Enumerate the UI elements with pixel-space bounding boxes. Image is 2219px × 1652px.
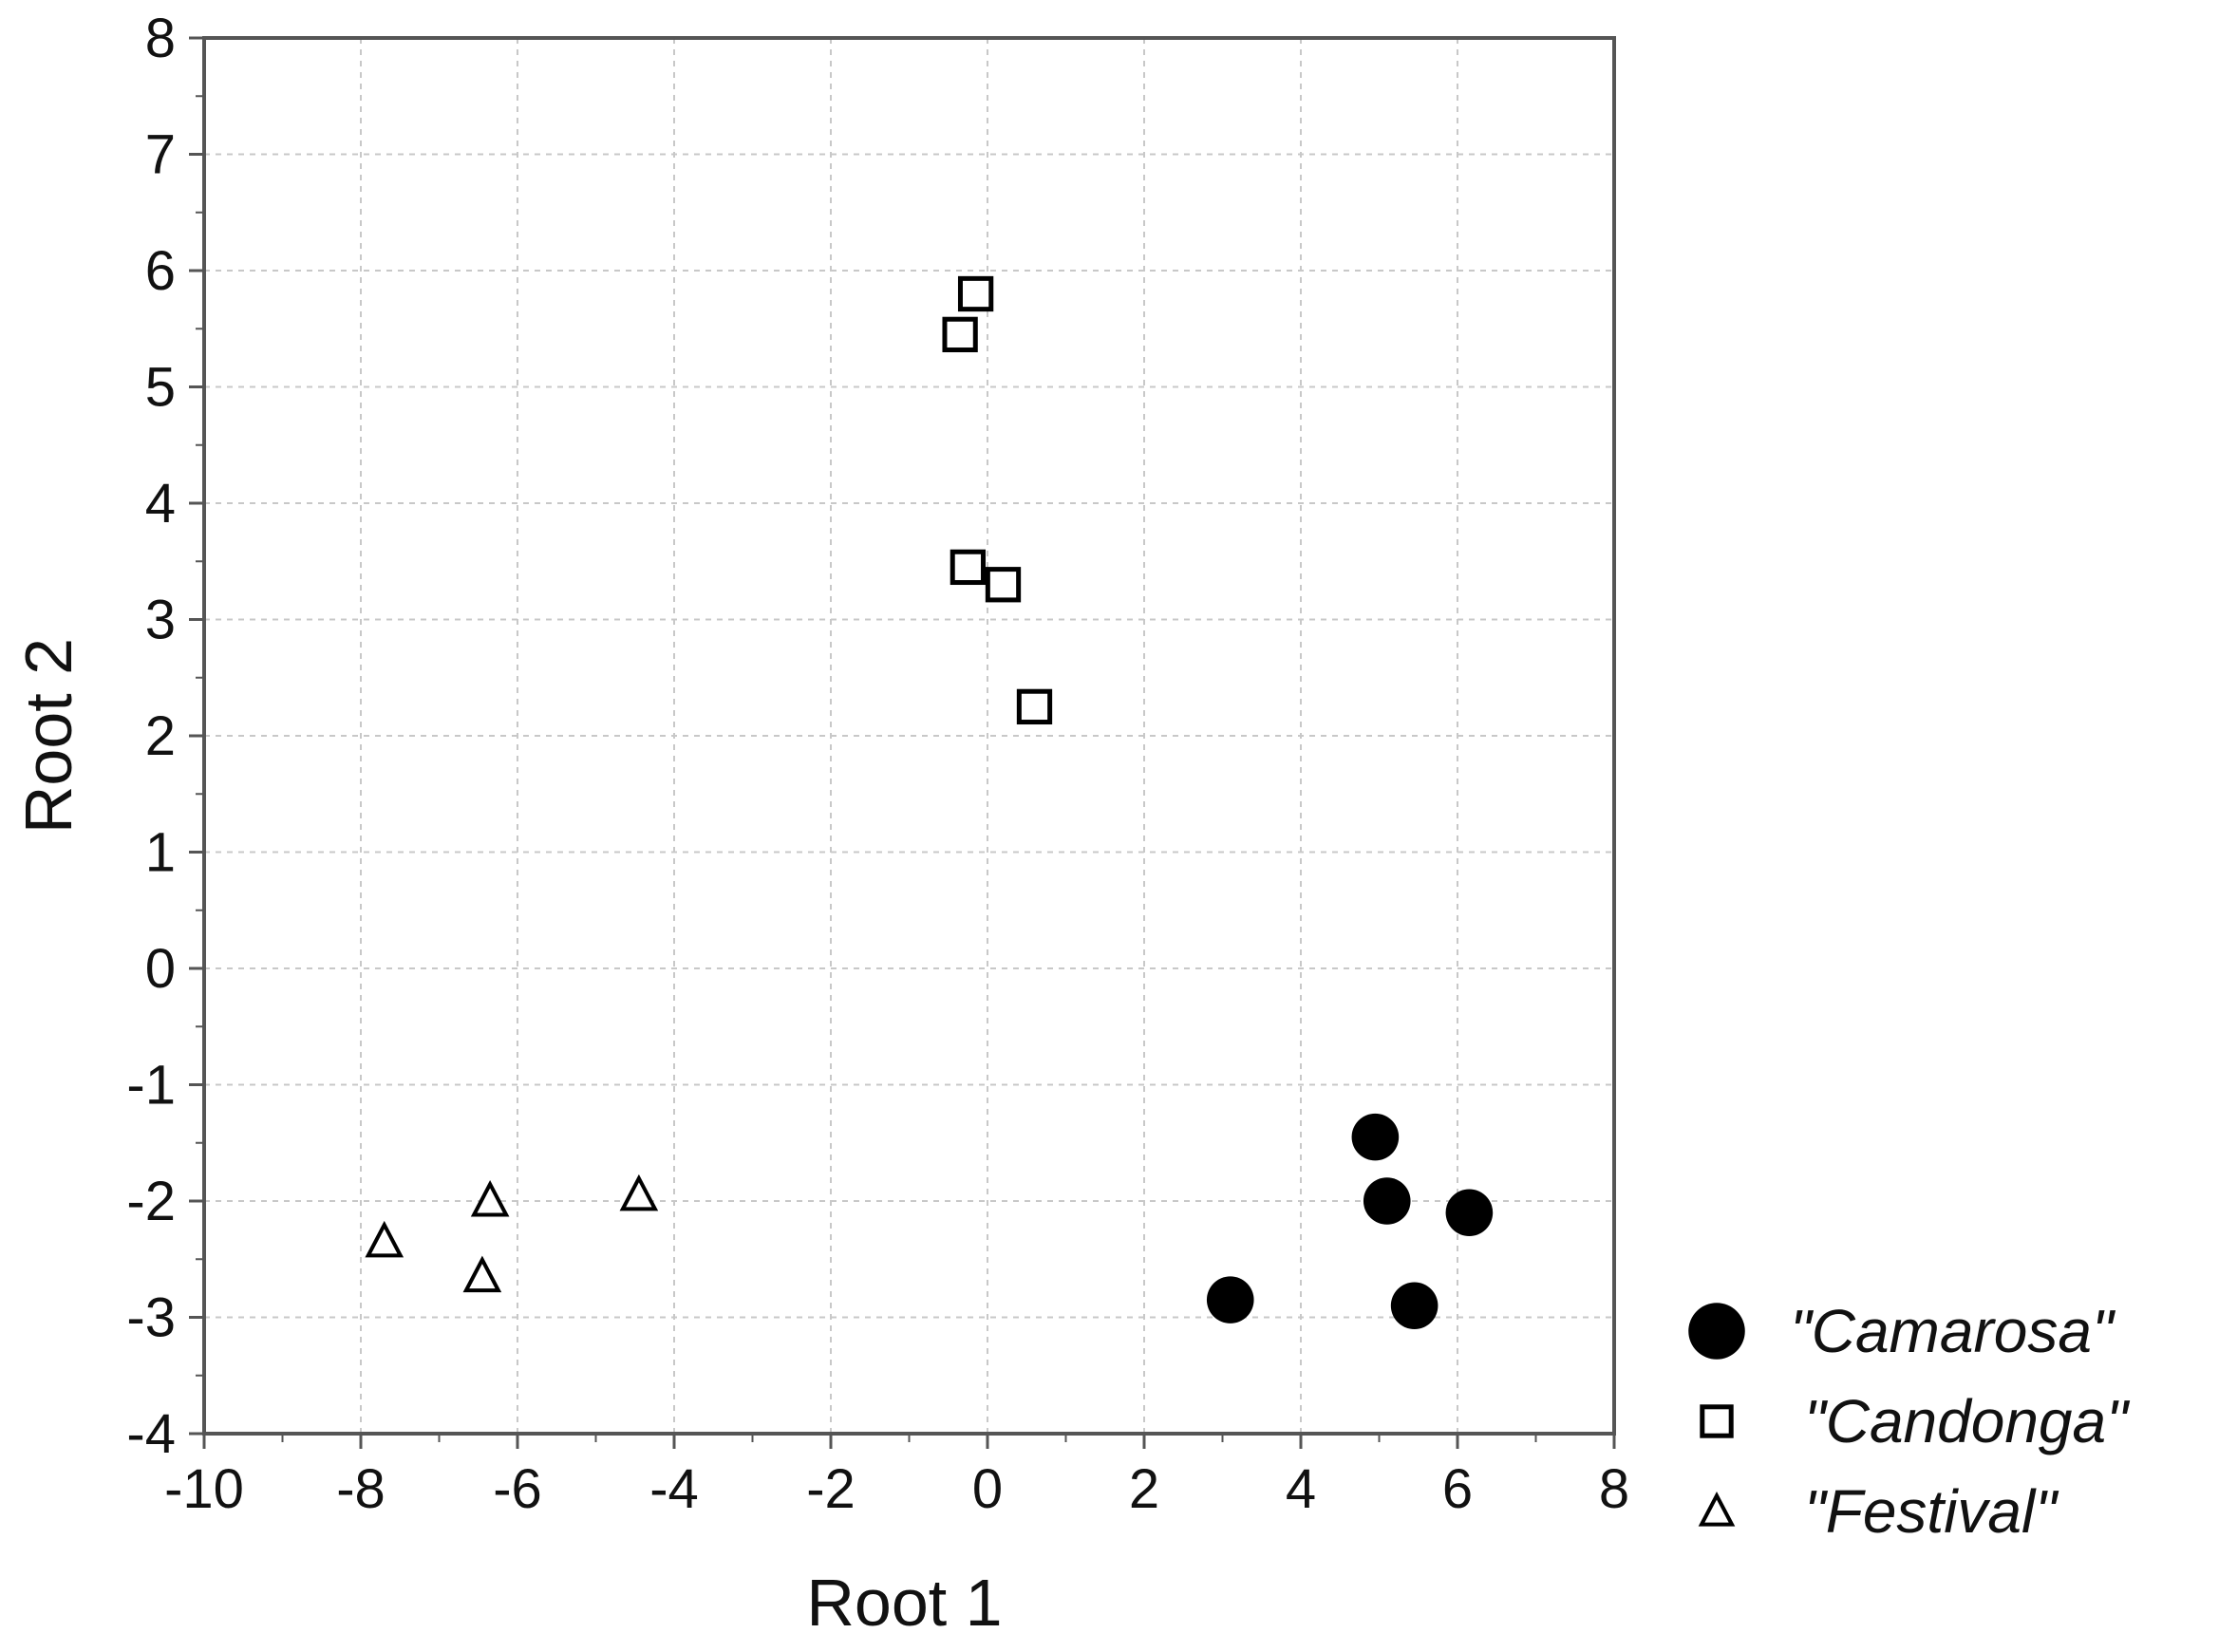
y-tick-label: 5 xyxy=(145,357,176,419)
x-tick-label: -4 xyxy=(649,1458,699,1520)
y-tick-label: -4 xyxy=(126,1403,176,1465)
legend-label: "Camarosa" xyxy=(1790,1297,2116,1365)
legend-marker xyxy=(1700,1404,1734,1438)
legend-item: "Camarosa" xyxy=(1688,1297,2116,1365)
y-tick-label: 4 xyxy=(145,473,176,535)
y-axis-title: Root 2 xyxy=(11,638,85,834)
y-tick-label: 3 xyxy=(145,590,176,651)
legend-label: "Candonga" xyxy=(1804,1387,2131,1455)
y-tick-label: 0 xyxy=(145,938,176,1000)
y-tick-label: 8 xyxy=(145,8,176,69)
legend: "Camarosa" "Candonga" "Festival" xyxy=(1688,1297,2131,1546)
x-tick-label: 6 xyxy=(1442,1458,1473,1520)
data-point xyxy=(462,1255,502,1293)
legend-item: "Candonga" xyxy=(1700,1387,2131,1455)
y-tick-label: 2 xyxy=(145,705,176,767)
x-tick-label: -2 xyxy=(806,1458,856,1520)
x-tick-label: -6 xyxy=(493,1458,542,1520)
data-point xyxy=(1016,688,1053,725)
legend-marker xyxy=(1688,1303,1745,1360)
x-tick-label: -10 xyxy=(164,1458,244,1520)
data-point xyxy=(1363,1177,1411,1225)
data-points xyxy=(365,275,1494,1330)
grid-lines xyxy=(204,38,1614,1434)
y-tick-label: 6 xyxy=(145,240,176,302)
data-point xyxy=(1351,1113,1400,1161)
x-axis-title: Root 1 xyxy=(806,1566,1002,1640)
x-tick-label: -8 xyxy=(336,1458,386,1520)
y-tick-label: -1 xyxy=(126,1055,176,1117)
data-point xyxy=(957,275,994,312)
legend-marker xyxy=(1698,1491,1736,1527)
x-tick-label: 0 xyxy=(972,1458,1003,1520)
x-tick-label: 2 xyxy=(1129,1458,1159,1520)
data-point xyxy=(365,1220,404,1258)
data-point xyxy=(1206,1276,1254,1323)
y-tick-label: -3 xyxy=(126,1287,176,1349)
legend-label: "Festival" xyxy=(1804,1477,2059,1546)
legend-item: "Festival" xyxy=(1698,1477,2059,1546)
data-point xyxy=(1390,1282,1439,1330)
data-point xyxy=(1445,1189,1494,1237)
y-tick-label: 7 xyxy=(145,124,176,186)
data-point xyxy=(985,567,1022,603)
y-tick-label: 1 xyxy=(145,822,176,884)
data-point xyxy=(619,1173,659,1211)
data-point xyxy=(470,1179,510,1217)
data-point xyxy=(942,316,978,353)
y-tick-label: -2 xyxy=(126,1171,176,1232)
x-tick-label: 4 xyxy=(1286,1458,1316,1520)
data-point xyxy=(950,549,987,586)
x-tick-label: 8 xyxy=(1599,1458,1629,1520)
